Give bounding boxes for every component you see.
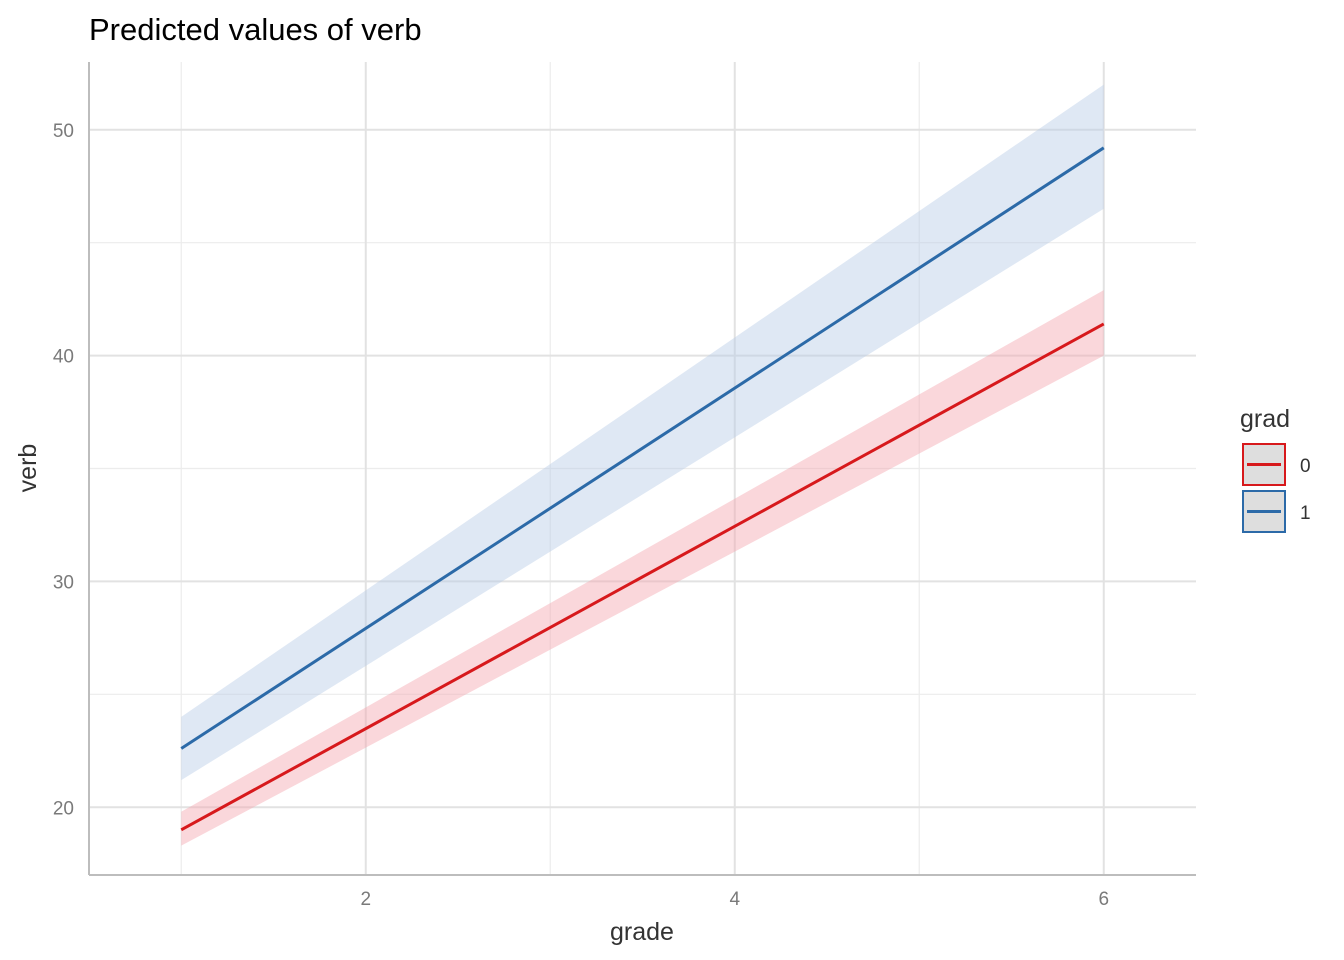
x-tick-label: 6	[1098, 889, 1109, 910]
x-tick-label: 4	[729, 889, 740, 910]
confidence-band-1	[181, 85, 1104, 781]
x-tick-labels: 2 4 6	[360, 889, 1109, 910]
y-tick-label: 40	[53, 347, 74, 368]
y-tick-labels: 20 30 40 50	[53, 121, 74, 820]
series-line-0	[181, 324, 1104, 830]
chart-title: Predicted values of verb	[89, 12, 422, 47]
x-axis-title: grade	[610, 918, 674, 946]
legend-key-1: 1	[1243, 491, 1311, 532]
legend-key-0: 0	[1243, 444, 1311, 485]
legend: grad 0 1	[1240, 405, 1311, 532]
y-tick-label: 30	[53, 572, 74, 593]
x-tick-label: 2	[360, 889, 371, 910]
confidence-bands	[181, 85, 1104, 846]
confidence-band-0	[181, 290, 1104, 846]
y-tick-label: 20	[53, 798, 74, 819]
y-tick-label: 50	[53, 121, 74, 142]
legend-title: grad	[1240, 405, 1290, 433]
series-line-1	[181, 148, 1104, 749]
legend-label: 1	[1300, 503, 1311, 524]
legend-label: 0	[1300, 456, 1311, 477]
y-axis-title: verb	[14, 444, 42, 493]
